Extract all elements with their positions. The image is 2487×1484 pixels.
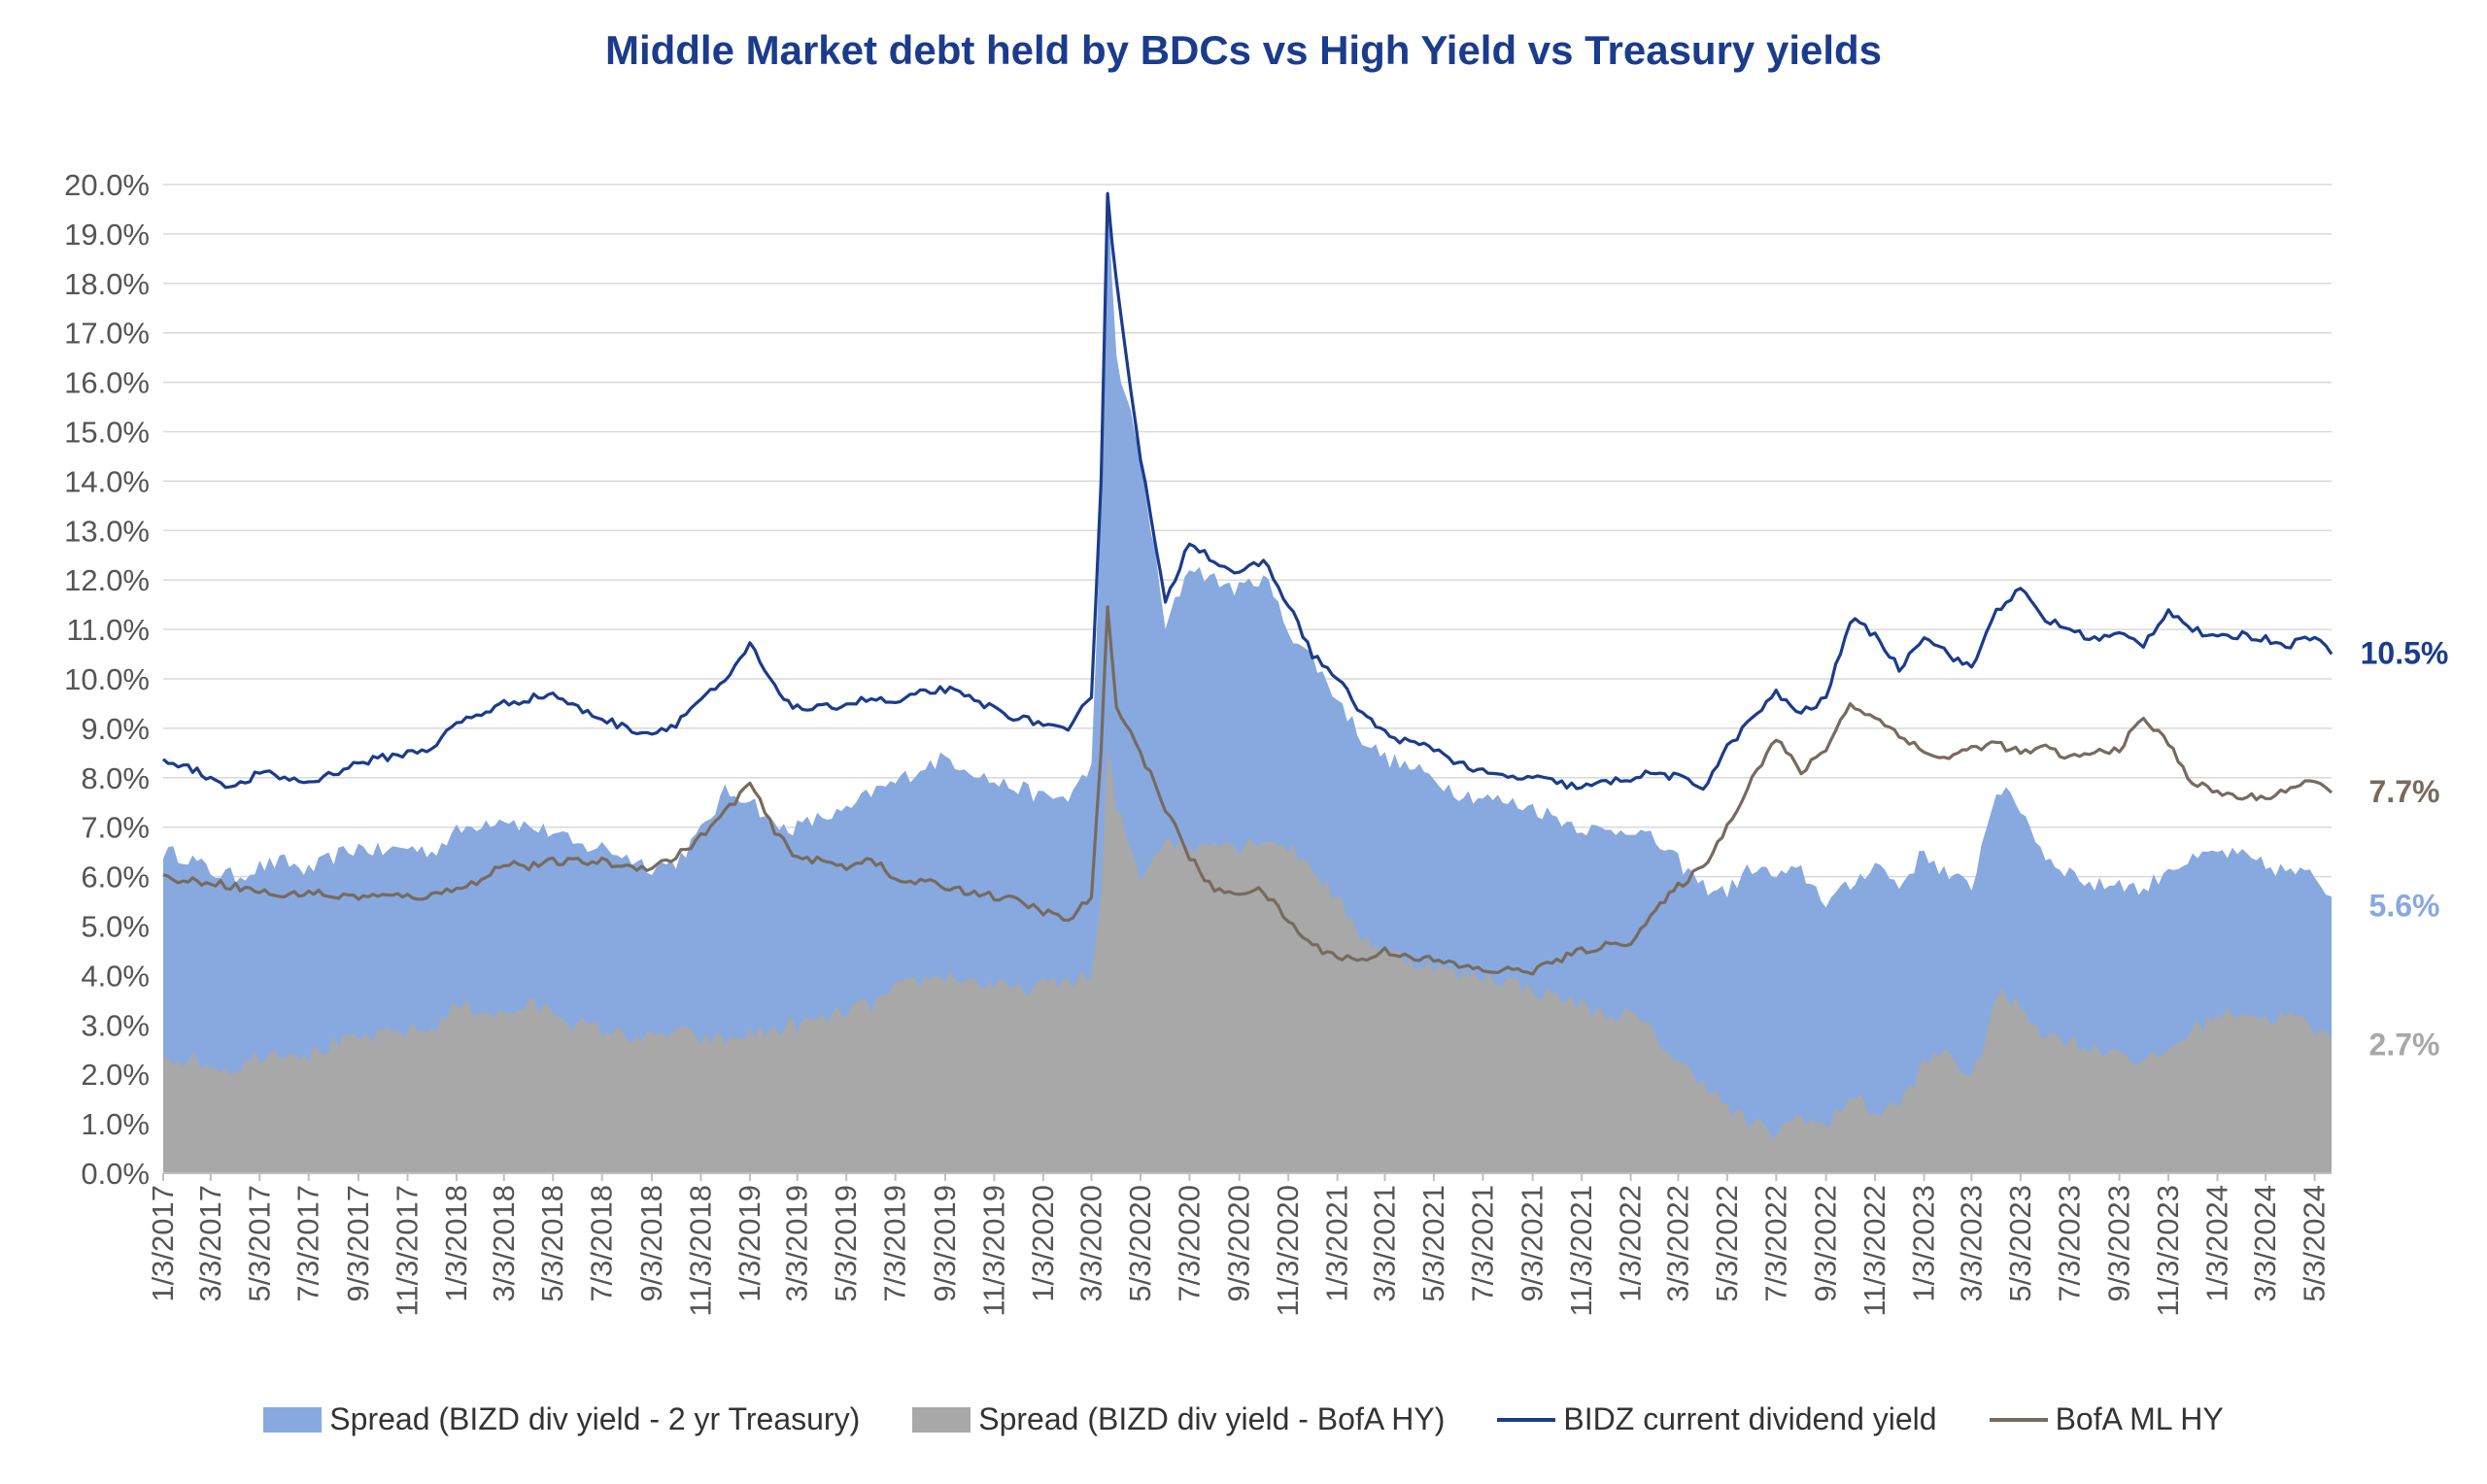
y-tick-label: 9.0% [81,712,150,746]
x-tick-label: 5/3/2018 [535,1185,569,1302]
chart-legend: Spread (BIZD div yield - 2 yr Treasury) S… [0,1401,2487,1437]
end-value-label: 2.7% [2369,1028,2440,1062]
x-tick-label: 9/3/2018 [634,1185,668,1302]
x-tick-label: 3/3/2021 [1367,1185,1401,1302]
x-tick-label: 11/3/2017 [390,1185,424,1317]
x-tick-label: 5/3/2017 [242,1185,276,1302]
y-tick-label: 5.0% [81,910,150,944]
series-area [163,748,2332,1173]
legend-swatch [1989,1417,2048,1422]
legend-label: Spread (BIZD div yield - BofA HY) [978,1401,1446,1436]
legend-item: Spread (BIZD div yield - BofA HY) [912,1401,1445,1437]
end-value-label: 7.7% [2369,774,2440,809]
y-tick-label: 11.0% [66,613,150,647]
end-value-label: 5.6% [2369,889,2440,924]
x-tick-label: 1/3/2019 [732,1185,767,1302]
legend-item: BofA ML HY [1989,1401,2224,1437]
x-tick-label: 9/3/2017 [341,1185,375,1302]
series-line [162,605,2334,976]
x-tick-label: 9/3/2022 [1809,1185,1843,1302]
x-tick-label: 3/3/2022 [1660,1185,1694,1302]
legend-label: Spread (BIZD div yield - 2 yr Treasury) [329,1401,861,1436]
y-tick-label: 3.0% [81,1008,150,1042]
y-tick-label: 7.0% [81,811,150,845]
y-tick-label: 12.0% [64,563,150,597]
x-tick-label: 3/3/2023 [1954,1185,1988,1302]
x-tick-label: 11/3/2020 [1271,1185,1305,1317]
x-tick-label: 1/3/2021 [1320,1185,1354,1302]
series-line [161,191,2334,792]
x-tick-label: 11/3/2022 [1857,1185,1891,1317]
y-tick-label: 1.0% [81,1107,150,1141]
legend-label: BofA ML HY [2055,1401,2224,1436]
x-tick-label: 7/3/2021 [1465,1185,1499,1302]
x-tick-label: 7/3/2018 [585,1185,619,1302]
x-tick-label: 5/3/2019 [829,1185,863,1302]
x-tick-label: 5/3/2021 [1416,1185,1450,1302]
x-tick-label: 11/3/2019 [976,1185,1010,1317]
x-tick-label: 1/3/2024 [2200,1185,2234,1302]
x-tick-label: 9/3/2021 [1516,1185,1550,1302]
x-tick-label: 5/3/2024 [2298,1185,2332,1302]
y-tick-label: 20.0% [64,168,150,202]
legend-item: Spread (BIZD div yield - 2 yr Treasury) [263,1401,860,1437]
x-tick-label: 7/3/2023 [2052,1185,2086,1302]
x-tick-label: 7/3/2020 [1172,1185,1206,1302]
x-tick-label: 9/3/2020 [1222,1185,1256,1302]
y-tick-label: 16.0% [64,366,150,400]
legend-swatch [1497,1417,1556,1422]
series-area [163,187,2332,1174]
x-tick-label: 3/3/2024 [2248,1185,2282,1302]
x-tick-label: 7/3/2022 [1758,1185,1792,1302]
y-tick-label: 14.0% [64,464,150,498]
y-tick-label: 13.0% [64,514,150,548]
x-tick-label: 1/3/2017 [146,1185,180,1302]
x-tick-label: 1/3/2022 [1614,1185,1648,1302]
x-tick-label: 11/3/2021 [1564,1185,1598,1317]
legend-swatch [912,1406,971,1433]
x-tick-label: 3/3/2020 [1074,1185,1108,1302]
legend-swatch [263,1406,323,1433]
x-tick-label: 11/3/2023 [2151,1185,2185,1317]
x-tick-label: 9/3/2023 [2102,1185,2136,1302]
y-tick-label: 15.0% [64,416,150,450]
x-tick-label: 1/3/2023 [1907,1185,1941,1302]
x-tick-label: 3/3/2019 [780,1185,814,1302]
x-tick-label: 5/3/2020 [1123,1185,1157,1302]
y-tick-label: 18.0% [64,267,150,301]
end-value-label: 10.5% [2361,636,2449,671]
y-tick-label: 0.0% [81,1157,150,1191]
y-tick-label: 8.0% [81,761,150,795]
x-tick-label: 5/3/2022 [1710,1185,1744,1302]
x-tick-label: 3/3/2018 [487,1185,521,1302]
y-tick-label: 19.0% [64,218,150,252]
y-tick-label: 10.0% [64,662,150,696]
legend-item: BIDZ current dividend yield [1497,1401,1937,1437]
x-tick-label: 3/3/2017 [193,1185,227,1302]
y-tick-label: 4.0% [81,959,150,993]
x-tick-label: 9/3/2019 [928,1185,962,1302]
x-tick-label: 1/3/2020 [1026,1185,1060,1302]
x-tick-label: 5/3/2023 [2003,1185,2037,1302]
y-tick-label: 17.0% [64,317,150,351]
legend-label: BIDZ current dividend yield [1563,1401,1937,1436]
chart-title: Middle Market debt held by BDCs vs High … [604,27,1883,73]
y-tick-label: 2.0% [81,1058,150,1092]
x-tick-label: 7/3/2017 [291,1185,325,1302]
x-tick-label: 1/3/2018 [439,1185,473,1302]
x-tick-label: 7/3/2019 [878,1185,912,1302]
y-tick-label: 6.0% [81,860,150,894]
x-tick-label: 11/3/2018 [683,1185,717,1317]
